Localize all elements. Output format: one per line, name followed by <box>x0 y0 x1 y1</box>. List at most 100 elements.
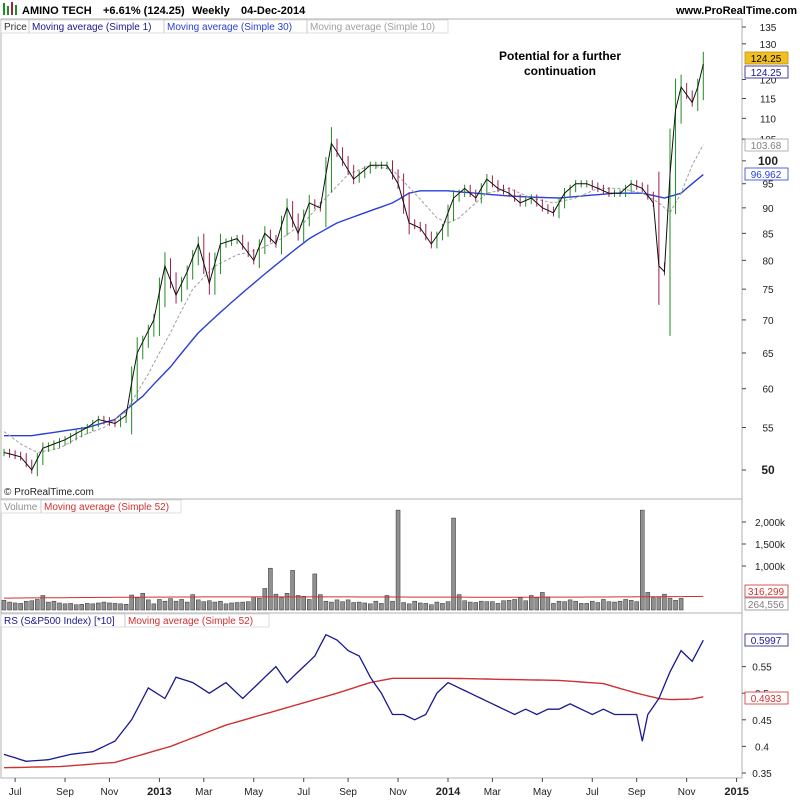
volume-bar <box>567 599 573 611</box>
volume-bar <box>257 597 262 611</box>
time-tick-label: Nov <box>678 787 696 798</box>
volume-bar <box>301 596 306 611</box>
time-tick-label: Jul <box>9 787 22 798</box>
volume-bar <box>390 600 395 611</box>
time-tick-label: 2014 <box>436 786 461 798</box>
volume-bar <box>617 600 623 611</box>
ma10-value-tag-box <box>744 138 789 152</box>
time-tick-label: Mar <box>195 787 213 798</box>
time-tick-label: Sep <box>56 787 74 798</box>
volume-bar <box>517 597 523 611</box>
price-tick-label: 95 <box>762 180 774 191</box>
volume-bar <box>368 603 373 611</box>
last-price-tag-box <box>744 51 789 65</box>
volume-bar <box>678 598 684 611</box>
last-price-tag: 124.25 <box>751 54 782 65</box>
price-tick-label: 50 <box>761 463 775 477</box>
price-tick-label: 65 <box>762 349 774 360</box>
volume-bar <box>423 603 429 611</box>
volume-bar <box>673 600 678 611</box>
volume-bar <box>146 599 151 611</box>
volume-bar <box>101 601 107 611</box>
ma1-value-tag-box <box>744 65 789 79</box>
volume-last-tag-box <box>744 597 789 611</box>
time-tick-label: Sep <box>339 787 357 798</box>
legend-rs: RS (S&P500 Index) [*10] <box>4 616 115 627</box>
volume-bar <box>340 601 345 611</box>
volume-bar <box>218 600 223 611</box>
volume-bar <box>456 594 462 611</box>
volume-tick-label: 1,500k <box>755 540 786 551</box>
volume-bar <box>207 600 212 611</box>
volume-bar <box>640 509 645 611</box>
volume-bar <box>273 593 279 611</box>
volume-bar <box>556 600 562 611</box>
volume-bar <box>512 599 517 611</box>
time-tick-label: May <box>244 787 263 798</box>
legend-price: Price <box>4 22 27 33</box>
volume-bar <box>40 595 46 611</box>
volume-bar <box>584 603 589 611</box>
app-logo-icon <box>3 2 17 15</box>
volume-bar <box>290 570 295 611</box>
volume-bar <box>362 602 367 611</box>
volume-bar <box>418 602 423 611</box>
time-tick-label: Sep <box>628 787 646 798</box>
price-tick-label: 85 <box>762 229 774 240</box>
rs-legend: RS (S&P500 Index) [*10] Moving average (… <box>0 613 270 628</box>
volume-bar <box>168 598 173 611</box>
ma1-series <box>3 63 704 471</box>
volume-bar <box>12 602 18 611</box>
volume-bar <box>129 594 134 611</box>
volume-bar <box>495 603 501 611</box>
volume-last-tag: 264,556 <box>748 600 785 611</box>
volume-bar <box>85 603 90 611</box>
volume-bar <box>595 602 601 611</box>
volume-bar <box>90 603 96 611</box>
volume-bar <box>534 597 540 611</box>
volume-bar <box>295 595 301 611</box>
volume-bar <box>268 567 273 611</box>
time-axis: Jul Sep Nov 2013 Mar May Jul Sep Nov 2014 Mar May Ju… <box>9 778 749 798</box>
volume-bar <box>151 603 157 611</box>
volume-bar <box>23 600 29 611</box>
rs-panel <box>0 612 743 779</box>
volume-legend: Volume Moving average (Simple 52) <box>0 499 182 514</box>
volume-bar <box>123 604 129 611</box>
volume-bar <box>612 601 617 611</box>
volume-axis: 1,000k 1,500k 2,000k <box>742 518 786 573</box>
volume-bar <box>1 600 7 611</box>
volume-bar <box>29 600 34 611</box>
volume-bar <box>578 603 584 611</box>
price-tick-label: 55 <box>762 423 774 434</box>
volume-bar <box>35 599 40 611</box>
volume-bar <box>307 599 312 611</box>
volume-tick-label: 1,000k <box>755 562 786 573</box>
volume-bar <box>651 597 656 611</box>
volume-bar <box>501 600 506 611</box>
volume-bar <box>73 604 79 611</box>
volume-bar <box>79 604 84 611</box>
price-legend: Price Moving average (Simple 1) Moving a… <box>0 19 449 34</box>
price-tick-label: 60 <box>762 385 774 396</box>
ma10-value-tag: 103.68 <box>751 141 782 152</box>
volume-bar <box>96 602 101 611</box>
volume-bar <box>201 601 207 611</box>
volume-bar <box>490 601 495 611</box>
volume-bar <box>118 603 123 611</box>
price-tick-label: 80 <box>762 256 774 267</box>
volume-bar <box>223 603 229 611</box>
volume-bar <box>107 602 112 611</box>
volume-bar <box>229 602 234 611</box>
volume-bar <box>412 600 417 611</box>
price-change: +6.61% (124.25) <box>103 5 185 17</box>
volume-bar <box>345 599 351 611</box>
rs-last-tag: 0.5997 <box>751 636 782 647</box>
volume-tick-label: 2,000k <box>755 518 786 529</box>
volume-bar <box>112 603 118 611</box>
price-tick-label: 75 <box>762 285 774 296</box>
volume-bar <box>212 601 218 611</box>
volume-bar <box>540 592 545 611</box>
volume-bar <box>484 601 490 611</box>
rs-line <box>3 633 704 762</box>
